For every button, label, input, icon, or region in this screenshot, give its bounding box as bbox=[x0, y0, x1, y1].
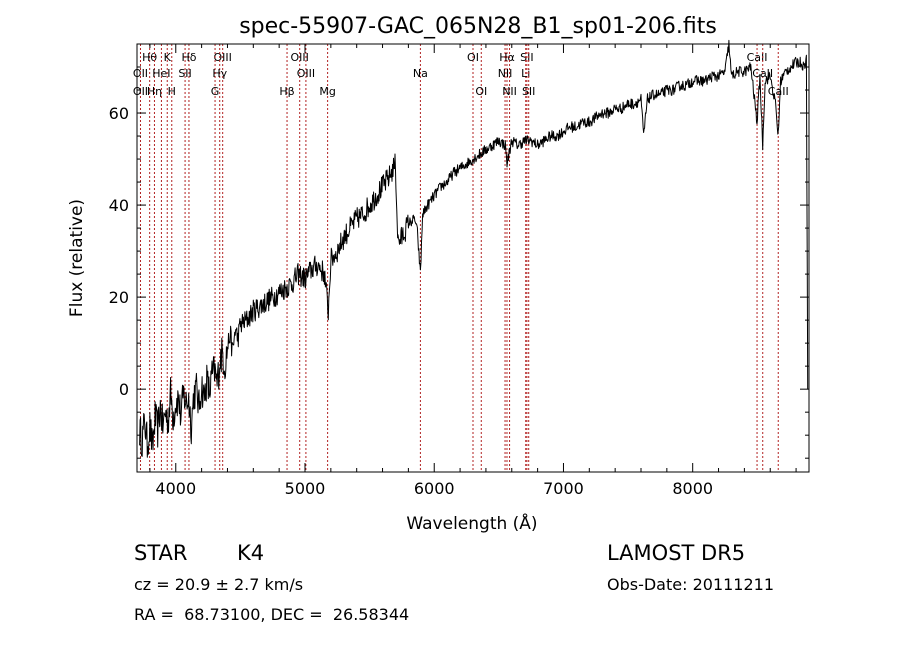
marker-label-15: Mg bbox=[319, 85, 335, 98]
x-axis-label: Wavelength (Å) bbox=[406, 512, 537, 534]
marker-label-13: OIII bbox=[297, 67, 315, 80]
plot-frame bbox=[136, 43, 810, 473]
marker-label-12: OIII bbox=[291, 51, 309, 64]
marker-label-21: NII bbox=[502, 85, 517, 98]
coordinates: RA = 68.73100, DEC = 26.58344 bbox=[134, 605, 410, 624]
spectrum-series bbox=[139, 39, 809, 458]
marker-label-23: Li bbox=[521, 67, 530, 80]
marker-label-5: K bbox=[164, 51, 172, 64]
object-class: STAR bbox=[134, 541, 188, 565]
marker-label-6: H bbox=[168, 85, 176, 98]
marker-label-9: OIII bbox=[213, 51, 231, 64]
marker-label-8: SII bbox=[178, 67, 191, 80]
marker-label-16: Na bbox=[413, 67, 428, 80]
marker-label-27: CaII bbox=[768, 85, 789, 98]
marker-label-25: CaII bbox=[747, 51, 768, 64]
marker-label-7: Hδ bbox=[181, 51, 196, 64]
marker-label-11: G bbox=[211, 85, 220, 98]
marker-label-24: SII bbox=[522, 85, 535, 98]
y-tick-label-2: 40 bbox=[109, 196, 129, 215]
redshift-value: cz = 20.9 ± 2.7 km/s bbox=[134, 575, 304, 594]
marker-label-19: Hα bbox=[499, 51, 515, 64]
spectrum-line bbox=[139, 39, 809, 458]
y-tick-label-0: 0 bbox=[119, 380, 129, 399]
y-tick-label-1: 20 bbox=[109, 288, 129, 307]
marker-label-0: Hθ bbox=[142, 51, 157, 64]
x-tick-label-3: 7000 bbox=[543, 479, 584, 498]
marker-label-18: OI bbox=[475, 85, 487, 98]
x-tick-label-4: 8000 bbox=[672, 479, 713, 498]
marker-label-22: SII bbox=[520, 51, 533, 64]
chart-title: spec-55907-GAC_065N28_B1_sp01-206.fits bbox=[239, 14, 717, 39]
marker-label-20: NII bbox=[498, 67, 513, 80]
marker-label-17: OI bbox=[467, 51, 479, 64]
observation-date: Obs-Date: 20111211 bbox=[607, 575, 775, 594]
survey-name: LAMOST DR5 bbox=[607, 541, 746, 565]
x-tick-label-2: 6000 bbox=[414, 479, 455, 498]
marker-label-14: Hβ bbox=[279, 85, 294, 98]
marker-label-3: Hη bbox=[147, 85, 162, 98]
object-subclass: K4 bbox=[237, 541, 265, 565]
marker-label-10: Hγ bbox=[212, 67, 227, 80]
y-axis-label: Flux (relative) bbox=[67, 199, 87, 317]
marker-label-2: OII bbox=[133, 85, 148, 98]
marker-label-4: HeI bbox=[152, 67, 170, 80]
x-tick-label-0: 4000 bbox=[155, 479, 196, 498]
x-tick-label-1: 5000 bbox=[285, 479, 326, 498]
y-tick-label-3: 60 bbox=[109, 104, 129, 123]
axes: 4000 5000 6000 7000 8000 0 20 40 60 bbox=[109, 44, 809, 498]
